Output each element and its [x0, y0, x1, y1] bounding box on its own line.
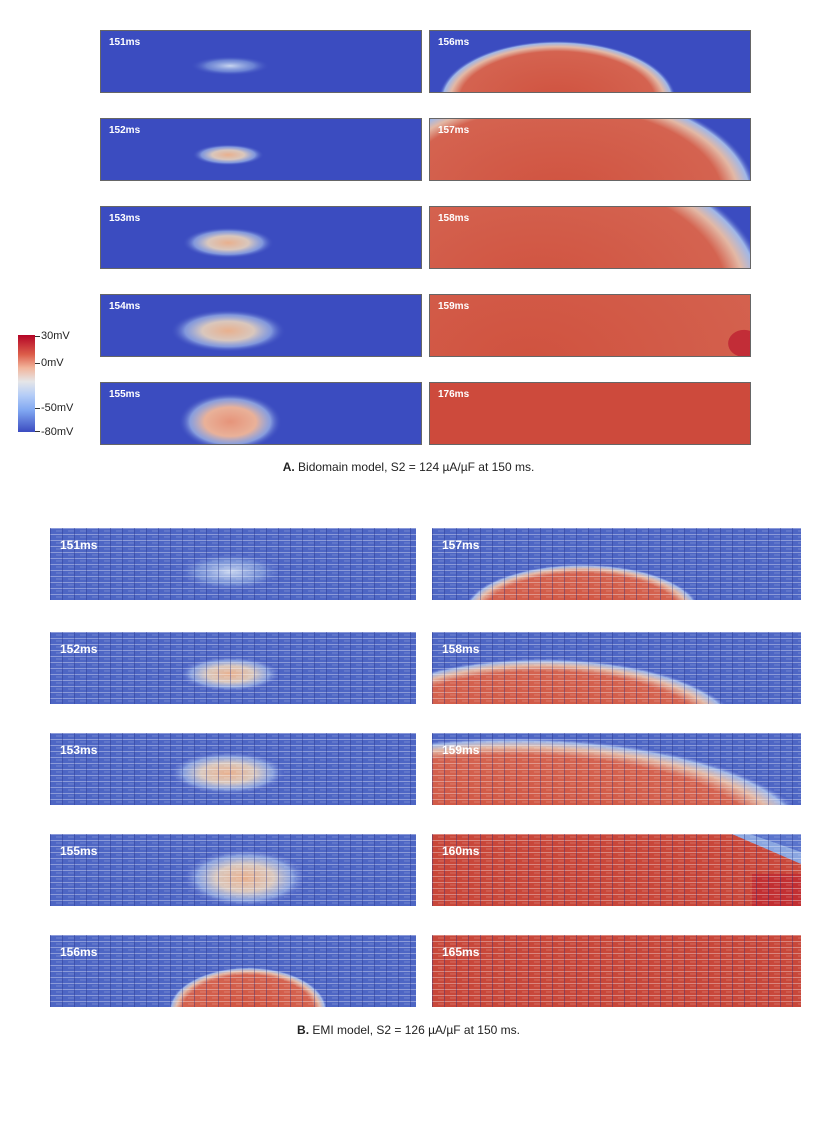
time-label: 153ms — [60, 743, 98, 757]
bidomain-tile-151: 151ms — [100, 30, 422, 93]
colorbar-label-min: -80mV — [41, 426, 74, 438]
time-label: 157ms — [442, 538, 480, 552]
emi-tile-158: 158ms — [432, 632, 801, 704]
time-label: 156ms — [60, 945, 98, 959]
emi-tile-155: 155ms — [50, 834, 416, 906]
time-label: 154ms — [109, 301, 141, 312]
colorbar-tick — [35, 408, 40, 409]
time-label: 156ms — [438, 37, 470, 48]
colorbar-tick — [35, 336, 40, 337]
emi-tile-160: 160ms — [432, 834, 801, 906]
caption-text: EMI model, S2 = 126 µA/µF at 150 ms. — [312, 1023, 520, 1037]
bidomain-tile-158: 158ms — [429, 206, 751, 269]
bidomain-tile-176: 176ms — [429, 382, 751, 445]
emi-tile-165: 165ms — [432, 935, 801, 1007]
time-label: 151ms — [60, 538, 98, 552]
bidomain-tile-157: 157ms — [429, 118, 751, 181]
time-label: 152ms — [60, 642, 98, 656]
bidomain-tile-155: 155ms — [100, 382, 422, 445]
time-label: 158ms — [438, 213, 470, 224]
emi-tile-157: 157ms — [432, 528, 801, 600]
time-label: 157ms — [438, 125, 470, 136]
panel-a-caption: A. Bidomain model, S2 = 124 µA/µF at 150… — [0, 460, 817, 474]
colorbar-tick — [35, 431, 40, 432]
colorbar-tick — [35, 363, 40, 364]
time-label: 158ms — [442, 642, 480, 656]
caption-letter: B. — [297, 1023, 310, 1037]
bidomain-tile-159: 159ms — [429, 294, 751, 357]
colorbar-label-max: 30mV — [41, 330, 70, 342]
caption-text: Bidomain model, S2 = 124 µA/µF at 150 ms… — [298, 460, 535, 474]
time-label: 155ms — [60, 844, 98, 858]
caption-letter: A. — [282, 460, 295, 474]
emi-tile-159: 159ms — [432, 733, 801, 805]
panel-b-caption: B. EMI model, S2 = 126 µA/µF at 150 ms. — [0, 1023, 817, 1037]
time-label: 160ms — [442, 844, 480, 858]
bidomain-tile-156: 156ms — [429, 30, 751, 93]
time-label: 159ms — [442, 743, 480, 757]
time-label: 153ms — [109, 213, 141, 224]
emi-tile-153: 153ms — [50, 733, 416, 805]
time-label: 176ms — [438, 389, 470, 400]
emi-tile-156: 156ms — [50, 935, 416, 1007]
colorbar-label-mid: -50mV — [41, 402, 74, 414]
bidomain-tile-152: 152ms — [100, 118, 422, 181]
bidomain-tile-153: 153ms — [100, 206, 422, 269]
time-label: 155ms — [109, 389, 141, 400]
time-label: 152ms — [109, 125, 141, 136]
time-label: 165ms — [442, 945, 480, 959]
colorbar-label-zero: 0mV — [41, 357, 64, 369]
bidomain-tile-154: 154ms — [100, 294, 422, 357]
time-label: 159ms — [438, 301, 470, 312]
emi-tile-151: 151ms — [50, 528, 416, 600]
colorbar — [18, 335, 35, 432]
time-label: 151ms — [109, 37, 141, 48]
emi-tile-152: 152ms — [50, 632, 416, 704]
